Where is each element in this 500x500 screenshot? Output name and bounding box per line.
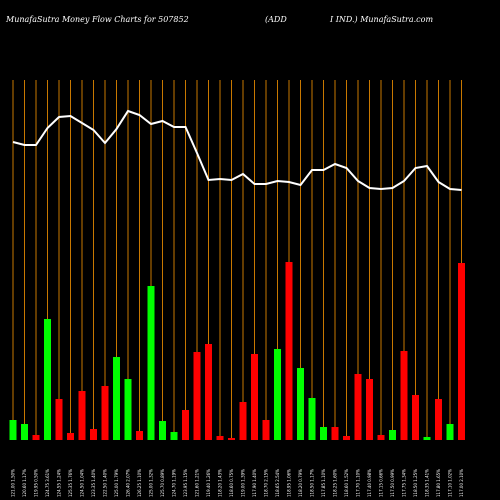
x-tick-label: 123.35 1.40%	[91, 469, 96, 497]
x-tick-label: 118.60 0.75%	[229, 469, 234, 497]
bar	[147, 286, 155, 440]
bar	[136, 431, 143, 440]
bar	[124, 379, 132, 440]
x-tick-label: 126.25 1.10%	[137, 469, 142, 497]
x-tick-label: 126.40 2.07%	[126, 469, 131, 497]
bar	[251, 354, 258, 440]
x-tick-label: 125.00 1.32%	[149, 469, 154, 497]
x-tick-label: 122.50 1.40%	[103, 469, 108, 497]
x-tick-label: 118.70 2.15%	[264, 469, 269, 497]
bar	[366, 379, 373, 440]
x-tick-label: 118.60 1.52%	[344, 469, 349, 497]
x-tick-label: 118.20 1.43%	[218, 469, 223, 497]
bar	[435, 399, 442, 440]
bar	[412, 395, 419, 440]
x-tick-label: 121.60 1.21%	[195, 469, 200, 497]
bar	[78, 391, 86, 440]
x-tick-label: 117.80 1.65%	[436, 469, 441, 497]
x-tick-label: 123.95 1.15%	[183, 469, 188, 497]
x-tick-label: 117.40 0.98%	[367, 469, 372, 497]
bar	[239, 402, 247, 440]
x-tick-label: 117.90 1.40%	[252, 469, 257, 497]
x-tick-label: 117.00 2.10%	[459, 469, 464, 497]
bar	[67, 433, 74, 440]
chart-title: MunafaSutra Money Flow Charts for 507852	[5, 15, 189, 24]
x-tick-label: 124.75 3.61%	[45, 469, 50, 497]
bar	[159, 421, 166, 440]
bar	[205, 344, 212, 440]
x-tick-label: 125.35 1.76%	[68, 469, 73, 497]
bar	[458, 263, 465, 440]
bar	[44, 319, 51, 440]
x-tick-label: 118.50 1.25%	[413, 469, 418, 497]
bar	[113, 357, 120, 440]
bar	[101, 386, 109, 440]
bar	[216, 436, 224, 440]
bar	[297, 368, 304, 440]
x-tick-label: 119.40 1.26%	[206, 469, 211, 497]
bar	[182, 410, 189, 440]
x-tick-label: 119.95 0.50%	[34, 469, 39, 497]
bar	[377, 435, 385, 440]
bar	[446, 424, 454, 440]
x-tick-label: 120.60 1.17%	[22, 469, 27, 497]
x-tick-label: 118.65 2.54%	[275, 469, 280, 497]
bar	[343, 436, 350, 440]
x-tick-label: 125.70 0.89%	[160, 469, 165, 497]
x-tick-label: 125.00 1.79%	[114, 469, 119, 497]
bar	[308, 398, 316, 440]
x-tick-label: 118.20 0.79%	[298, 469, 303, 497]
chart-title-middle: (ADD	[265, 15, 287, 24]
bar	[90, 429, 97, 440]
x-tick-label: 119.00 1.39%	[241, 469, 246, 497]
x-tick-label: 124.55 1.24%	[57, 469, 62, 497]
bar	[274, 349, 281, 440]
bar	[423, 437, 431, 440]
x-tick-label: 117.70 1.10%	[356, 469, 361, 497]
bar	[55, 399, 63, 440]
x-tick-label: 121.00 1.50%	[11, 469, 16, 497]
bar	[400, 351, 408, 440]
bar	[170, 432, 178, 440]
x-tick-label: 118.95 1.06%	[287, 469, 292, 497]
bar	[228, 438, 235, 440]
bar	[21, 424, 28, 440]
bar	[285, 262, 293, 440]
x-tick-label: 117.15 0.66%	[379, 469, 384, 497]
bar	[331, 427, 339, 440]
bar	[389, 430, 396, 440]
x-tick-label: 118.35 1.41%	[425, 469, 430, 497]
bar	[354, 374, 362, 440]
chart-title-right: I IND.) MunafaSutra.com	[329, 15, 433, 24]
bar	[9, 420, 17, 440]
bar	[320, 427, 327, 440]
bar	[262, 420, 270, 440]
bar	[32, 435, 40, 440]
x-tick-label: 117.10 1.02%	[448, 469, 453, 497]
x-tick-label: 117.85 1.10%	[321, 469, 326, 497]
bar	[193, 352, 201, 440]
x-tick-label: 124.50 1.04%	[80, 469, 85, 497]
x-tick-label: 118.50 1.17%	[310, 469, 315, 497]
price-line	[12, 109, 462, 191]
x-tick-label: 118.25 1.60%	[333, 469, 338, 497]
x-tick-label: 117.75 1.34%	[402, 469, 407, 497]
x-tick-label: 117.50 0.99%	[390, 469, 395, 497]
x-tick-label: 124.70 1.19%	[172, 469, 177, 497]
